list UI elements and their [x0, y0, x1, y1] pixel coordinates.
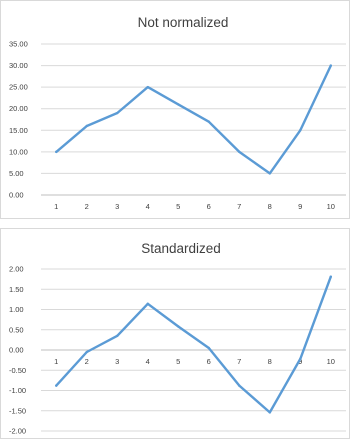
data-point [55, 384, 58, 387]
data-point [146, 85, 149, 89]
x-tick-label: 4 [146, 202, 150, 211]
chart-standardized-svg: Standardized -2.00 -1.50 -1.00 -0.50 0.00 0.5… [9, 241, 346, 436]
chart-not-normalized: Not normalized 0.00 5.00 10.00 15.00 20.00 25… [0, 0, 350, 219]
y-tick-label: 35.00 [9, 40, 28, 49]
x-tick-label: 5 [176, 202, 180, 211]
x-tick-label: 9 [298, 357, 302, 366]
y-tick-label: 20.00 [9, 104, 28, 113]
x-tick-label: 7 [237, 202, 241, 211]
y-tick-label: 5.00 [9, 169, 24, 178]
chart-title: Standardized [141, 241, 221, 256]
data-point [207, 120, 210, 123]
x-tick-label: 10 [327, 202, 335, 211]
data-point [299, 129, 302, 132]
chart-not-normalized-svg: Not normalized 0.005.0010.0015.0020.0025… [9, 15, 346, 211]
y-tick-label: 10.00 [9, 147, 28, 156]
x-tick-label: 4 [146, 357, 150, 366]
x-tick-label: 8 [268, 357, 272, 366]
data-point [299, 357, 302, 361]
y-tick-label: 0.00 [9, 346, 24, 355]
x-tick-label: 1 [54, 357, 58, 366]
x-tick-label: 7 [237, 357, 241, 366]
y-tick-label: -1.00 [9, 386, 26, 395]
x-tick-label: 8 [268, 202, 272, 211]
x-tick-label: 2 [85, 357, 89, 366]
x-tick-label: 6 [207, 202, 211, 211]
x-tick-label: 5 [176, 357, 180, 366]
chart-standardized: Standardized -2.00 -1.50 -1.00 -0.50 0.00 0.5… [0, 228, 350, 439]
y-tick-label: -1.50 [9, 406, 26, 415]
x-tick-label: 9 [298, 202, 302, 211]
y-tick-label: -0.50 [9, 366, 26, 375]
y-tick-label: 2.00 [9, 265, 24, 274]
y-tick-label: 15.00 [9, 126, 28, 135]
x-tick-label: 3 [115, 202, 119, 211]
x-tick-label: 3 [115, 357, 119, 366]
data-point [177, 325, 180, 328]
data-point [85, 124, 88, 128]
data-point [329, 64, 332, 67]
y-tick-label: 1.00 [9, 305, 24, 314]
x-tick-label: 10 [327, 357, 335, 366]
data-point [55, 150, 58, 154]
chart-title: Not normalized [138, 15, 229, 30]
data-point [268, 411, 271, 414]
y-tick-label: 1.50 [9, 285, 24, 294]
x-tick-label: 1 [54, 202, 58, 211]
data-point [177, 103, 180, 106]
data-point [268, 172, 271, 175]
y-tick-label: 25.00 [9, 83, 28, 92]
data-point [238, 384, 241, 387]
y-tick-label: -2.00 [9, 427, 26, 436]
x-tick-label: 6 [207, 357, 211, 366]
data-point [207, 346, 210, 350]
data-point [85, 350, 88, 354]
data-point [238, 150, 241, 154]
data-point [116, 111, 119, 115]
y-tick-label: 0.50 [9, 325, 24, 334]
series-line [55, 64, 332, 175]
x-tick-label: 2 [85, 202, 89, 211]
data-point [329, 275, 332, 278]
y-tick-label: 30.00 [9, 61, 28, 70]
y-tick-label: 0.00 [9, 191, 24, 200]
data-point [116, 334, 119, 338]
data-point [146, 302, 149, 306]
series-line [55, 275, 332, 414]
